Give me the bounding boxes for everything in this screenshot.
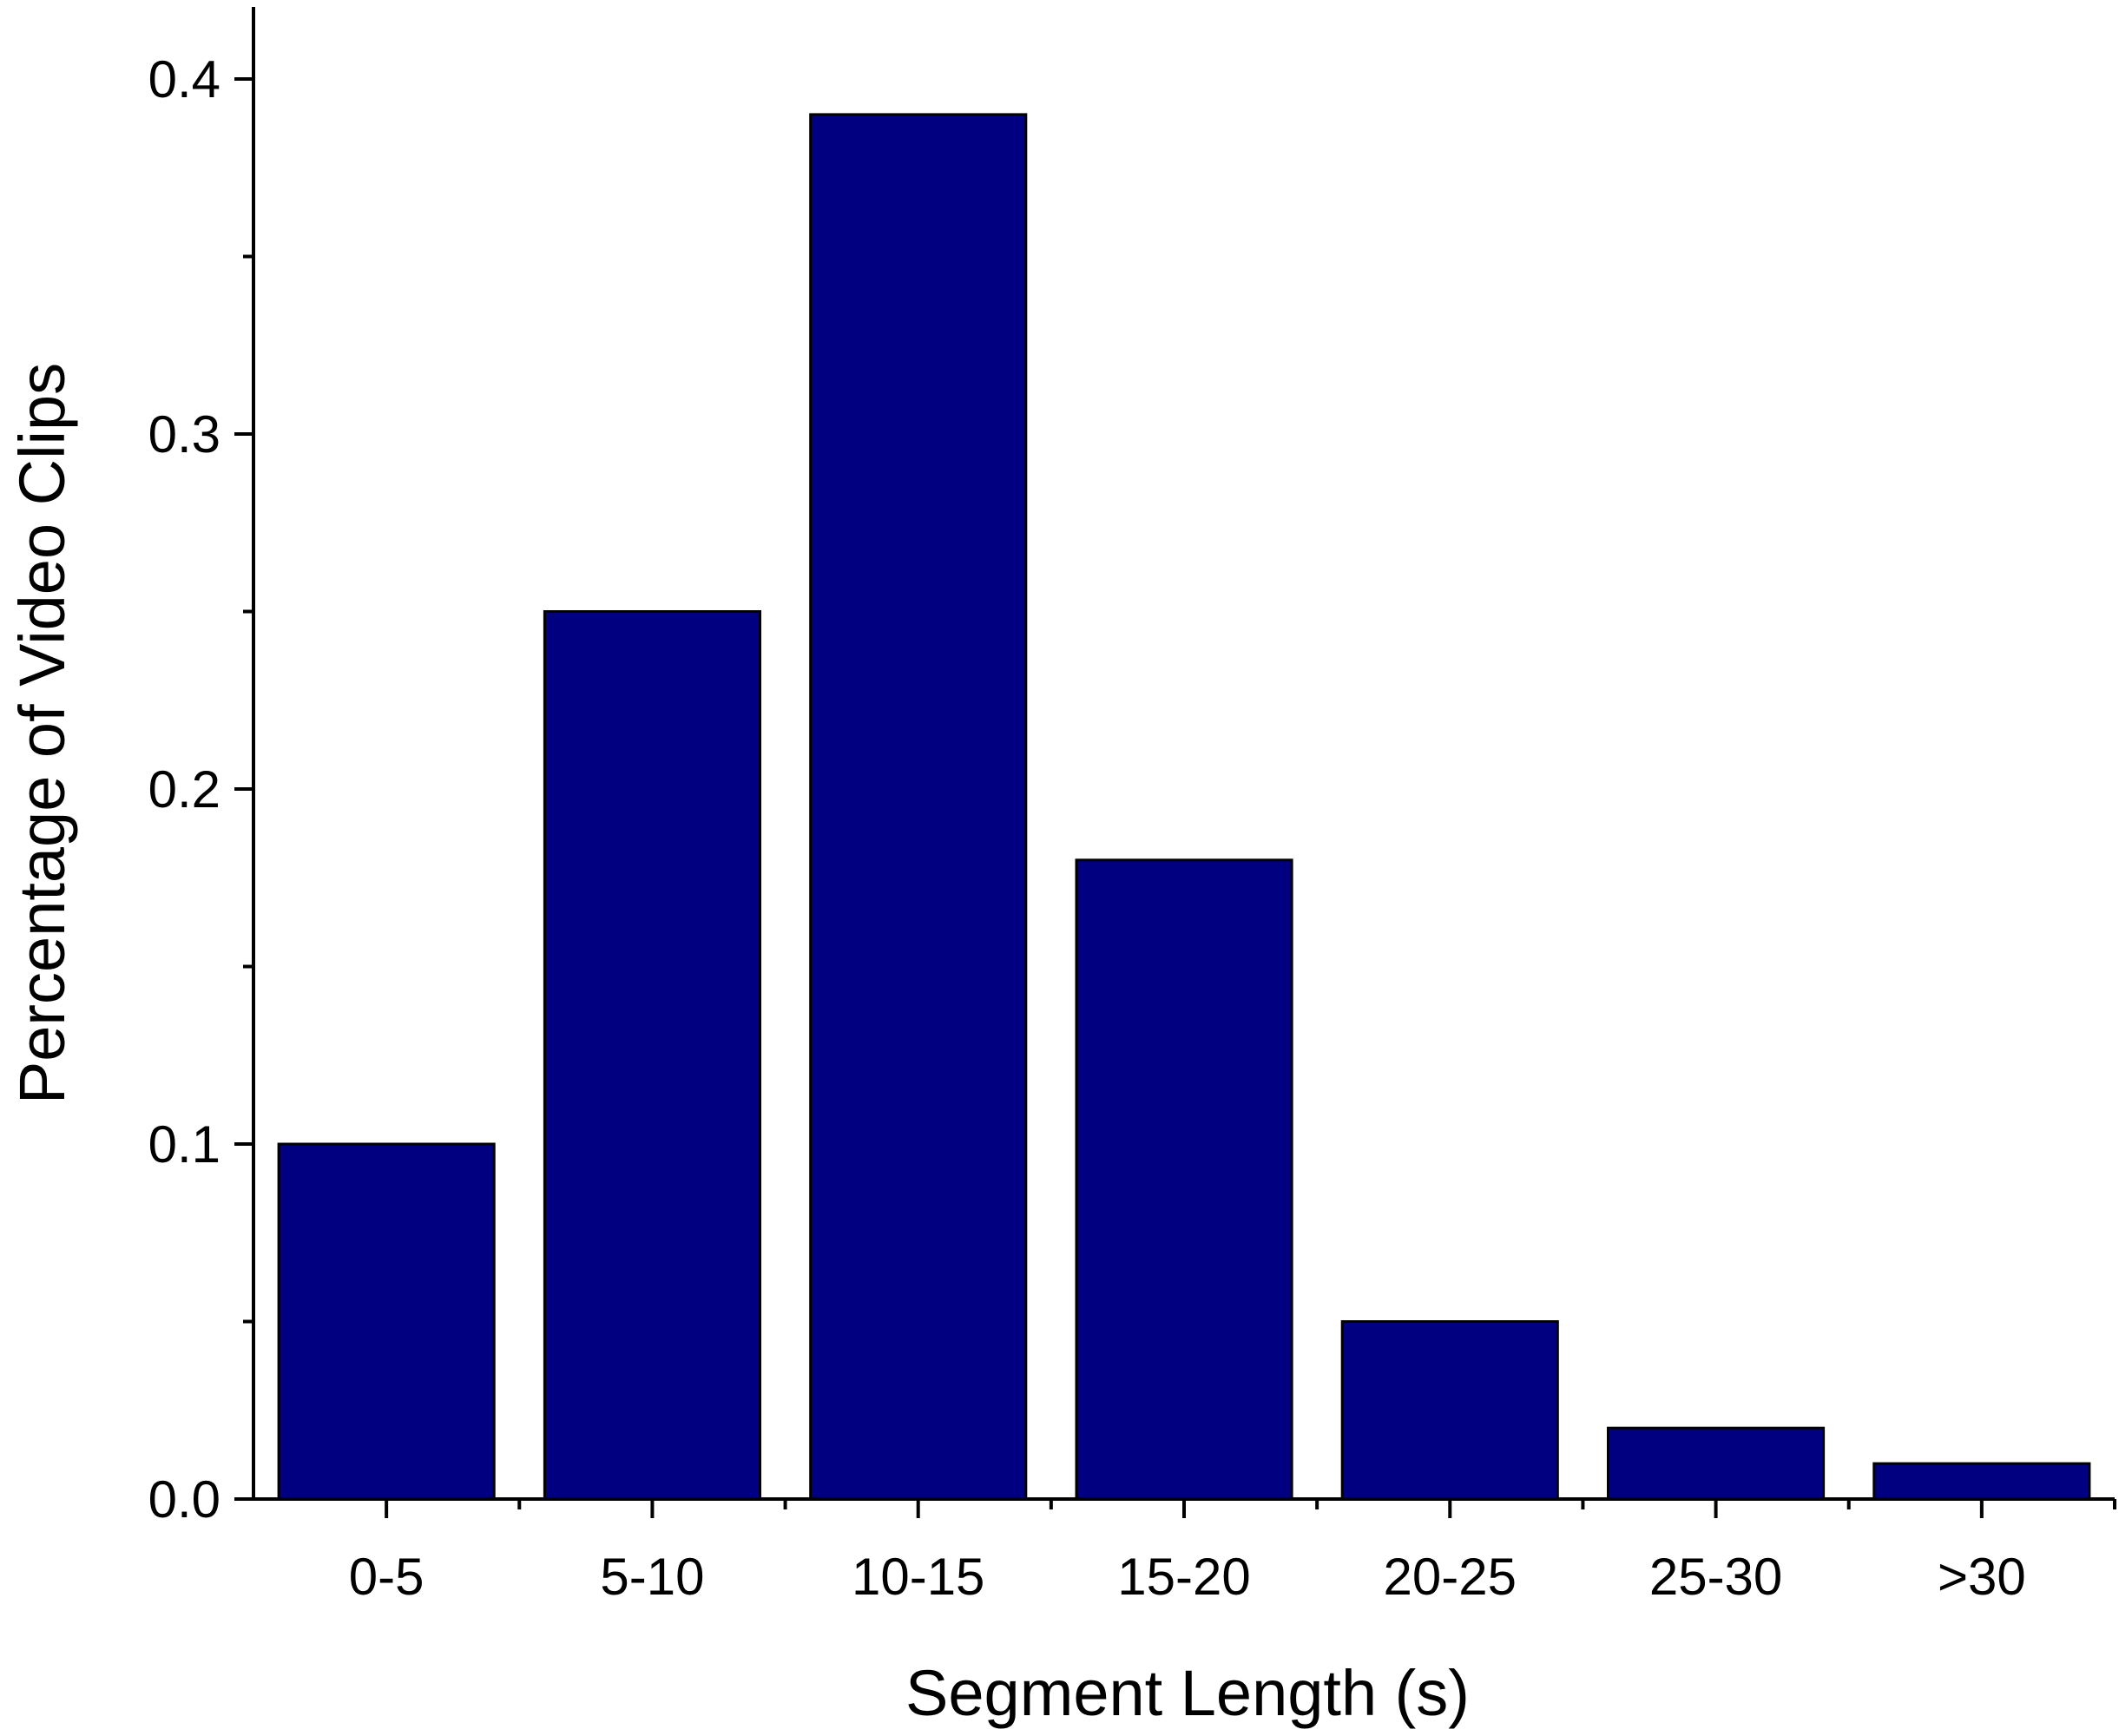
x-tick-label: 15-20 (1117, 1548, 1250, 1606)
bars-layer (277, 113, 2091, 1501)
x-tick-label: 5-10 (600, 1548, 704, 1606)
bar-10-15 (809, 113, 1028, 1501)
bar-15-20 (1075, 858, 1293, 1501)
y-tick-label: 0.1 (148, 1115, 220, 1174)
y-tick-label: 0.2 (148, 760, 220, 819)
x-tick-label: 25-30 (1649, 1548, 1782, 1606)
y-axis-title: Percentage of Video Clips (6, 363, 78, 1104)
bar-30 (1872, 1462, 2091, 1501)
y-tick-label: 0.0 (148, 1470, 220, 1529)
x-axis-title: Segment Length (s) (905, 1657, 1470, 1729)
y-ticks: 0.0 0.1 0.2 0.3 0.4 (148, 50, 253, 1529)
x-ticks: 0-5 5-10 10-15 15-20 20-25 25-30 >30 (349, 1499, 2116, 1606)
x-tick-label: >30 (1938, 1548, 2026, 1606)
x-tick-label: 10-15 (852, 1548, 984, 1606)
y-tick-label: 0.3 (148, 405, 220, 464)
x-tick-label: 20-25 (1384, 1548, 1517, 1606)
bar-5-10 (543, 610, 762, 1501)
bar-20-25 (1340, 1320, 1559, 1501)
x-tick-label: 0-5 (349, 1548, 424, 1606)
bar-0-5 (277, 1142, 496, 1501)
y-tick-label: 0.4 (148, 50, 220, 108)
bar-25-30 (1607, 1426, 1826, 1501)
